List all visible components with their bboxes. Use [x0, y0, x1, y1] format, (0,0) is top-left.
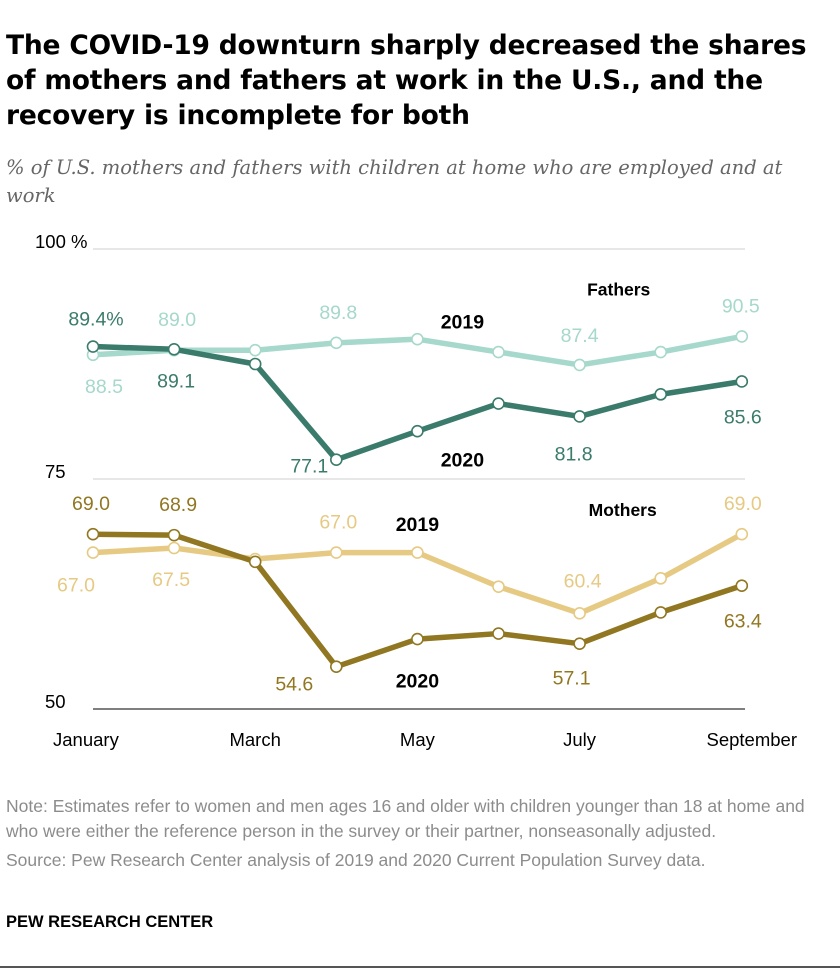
- data-label-mothers-2019-april: 67.0: [319, 512, 357, 534]
- bottom-divider: [0, 966, 840, 968]
- data-point-fathers-2020-august: [654, 388, 668, 401]
- y-tick-label-100: 100 %: [35, 231, 87, 252]
- data-label-fathers-2020-july: 81.8: [555, 443, 593, 465]
- data-label-fathers-2020-january: 89.4%: [68, 309, 123, 331]
- brand-logo-text: PEW RESEARCH CENTER: [6, 913, 214, 931]
- data-label-fathers-2019-july: 87.4: [561, 325, 599, 347]
- data-point-mothers-2020-august: [654, 606, 668, 619]
- data-label-mothers-2020-july: 57.1: [553, 668, 591, 690]
- data-point-mothers-2019-september: [735, 527, 749, 541]
- y-tick-label-75: 75: [45, 461, 66, 482]
- data-label-fathers-2019-september: 90.5: [722, 295, 760, 317]
- data-point-mothers-2019-june: [492, 580, 505, 593]
- data-point-fathers-2020-april: [329, 453, 343, 466]
- data-label-fathers-2020-february: 89.1: [157, 370, 195, 392]
- year-label-mothers-2019: 2019: [396, 514, 440, 536]
- data-label-mothers-2020-april: 54.6: [275, 674, 313, 696]
- data-point-mothers-2020-may: [411, 632, 424, 646]
- data-label-mothers-2020-february: 68.9: [159, 494, 197, 516]
- year-label-fathers-2020: 2020: [441, 450, 485, 472]
- data-point-fathers-2020-march: [248, 357, 262, 371]
- data-label-fathers-2019-february: 89.0: [158, 309, 196, 331]
- data-point-fathers-2019-september: [735, 330, 749, 343]
- chart-source: Source: Pew Research Center analysis of …: [6, 850, 706, 870]
- chart-note: Note: Estimates refer to women and men a…: [6, 796, 805, 842]
- data-point-fathers-2020-january: [86, 340, 100, 353]
- x-tick-label-may: May: [400, 729, 436, 750]
- data-point-fathers-2019-april: [329, 336, 343, 350]
- data-label-mothers-2020-september: 63.4: [724, 611, 762, 633]
- line-chart: 100 % 75 50 January March May July September 89.…: [35, 231, 798, 750]
- data-point-fathers-2019-may: [411, 332, 424, 346]
- data-label-mothers-2019-september: 69.0: [724, 493, 762, 515]
- data-point-fathers-2019-march: [248, 343, 262, 357]
- data-label-mothers-2020-january: 69.0: [72, 493, 110, 515]
- data-label-mothers-2019-july: 60.4: [564, 570, 602, 592]
- data-point-mothers-2020-february: [167, 528, 181, 542]
- data-point-fathers-2019-july: [573, 358, 586, 372]
- data-label-mothers-2019-february: 67.5: [152, 569, 190, 591]
- data-point-mothers-2019-january: [86, 546, 100, 559]
- data-point-fathers-2020-june: [492, 397, 505, 410]
- group-label-fathers: Fathers: [587, 279, 650, 299]
- y-tick-label-50: 50: [45, 691, 66, 712]
- data-label-fathers-2019-april: 89.8: [319, 302, 357, 324]
- group-label-mothers: Mothers: [589, 500, 657, 520]
- x-tick-label-july: July: [563, 729, 597, 750]
- data-point-fathers-2020-september: [735, 375, 749, 388]
- data-point-mothers-2019-august: [654, 572, 668, 585]
- data-point-mothers-2020-september: [735, 579, 749, 593]
- series-line-fathers-2020: [90, 343, 745, 463]
- data-point-fathers-2019-august: [654, 345, 668, 359]
- x-tick-label-september: September: [707, 729, 798, 750]
- year-label-fathers-2019: 2019: [441, 312, 485, 334]
- data-label-fathers-2020-april: 77.1: [290, 456, 328, 478]
- chart-subtitle: % of U.S. mothers and fathers with child…: [6, 156, 783, 207]
- data-point-mothers-2020-january: [86, 527, 100, 541]
- data-label-fathers-2019-january: 88.5: [85, 376, 123, 398]
- data-label-fathers-2020-september: 85.6: [724, 406, 762, 428]
- series-line-mothers-2019: [90, 531, 745, 617]
- data-point-fathers-2020-february: [167, 342, 181, 356]
- year-label-mothers-2020: 2020: [396, 670, 440, 692]
- data-label-mothers-2019-january: 67.0: [57, 575, 95, 597]
- data-point-mothers-2019-february: [167, 541, 181, 555]
- data-point-fathers-2020-may: [411, 424, 424, 438]
- x-tick-label-march: March: [229, 729, 280, 750]
- x-tick-label-january: January: [53, 729, 120, 750]
- data-point-mothers-2019-july: [573, 607, 586, 620]
- data-point-fathers-2019-june: [492, 345, 505, 359]
- data-point-mothers-2020-july: [573, 637, 586, 650]
- data-point-fathers-2020-july: [573, 410, 586, 423]
- data-point-mothers-2020-april: [329, 660, 343, 673]
- data-point-mothers-2020-march: [248, 555, 262, 569]
- chart-title: The COVID-19 downturn sharply decreased …: [6, 30, 807, 132]
- data-point-mothers-2019-april: [329, 546, 343, 559]
- data-point-mothers-2019-may: [411, 546, 424, 559]
- data-point-mothers-2020-june: [492, 627, 505, 640]
